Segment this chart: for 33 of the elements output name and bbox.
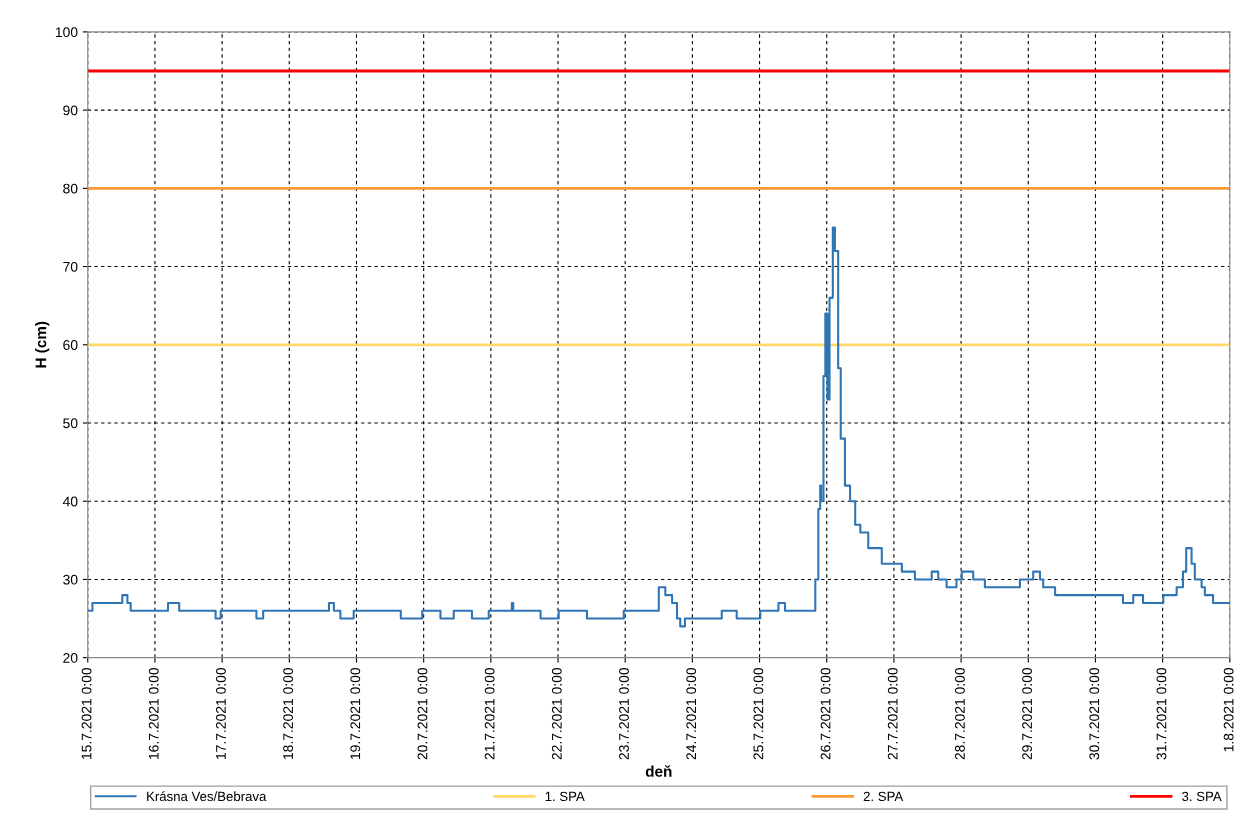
x-tick-label: 30.7.2021 0:00 — [1089, 667, 1100, 760]
y-tick-label: 70 — [63, 261, 78, 272]
legend-label: Krásna Ves/Bebrava — [147, 791, 267, 802]
x-tick-label: 16.7.2021 0:00 — [148, 667, 159, 759]
x-tick-label: 21.7.2021 0:00 — [484, 667, 495, 760]
y-tick-label: 80 — [63, 183, 78, 194]
y-tick-label: 40 — [62, 496, 78, 507]
x-tick-label: 20.7.2021 0:00 — [417, 667, 428, 760]
x-tick-label: 25.7.2021 0:00 — [753, 667, 764, 760]
x-axis-title: deň — [645, 765, 672, 777]
x-tick-label: 29.7.2021 0:00 — [1022, 667, 1033, 760]
x-tick-label: 24.7.2021 0:00 — [686, 667, 697, 760]
y-tick-label: 50 — [63, 418, 78, 429]
x-tick-label: 26.7.2021 0:00 — [820, 667, 831, 760]
x-tick-label: 22.7.2021 0:00 — [551, 667, 562, 760]
x-tick-label: 1.8.2021 0:00 — [1223, 667, 1234, 752]
y-tick-label: 60 — [63, 340, 78, 350]
x-tick-label: 28.7.2021 0:00 — [954, 667, 965, 760]
x-tick-label: 19.7.2021 0:00 — [350, 667, 361, 759]
legend-label: 1. SPA — [545, 791, 585, 802]
y-axis-title: H (cm) — [35, 321, 50, 368]
y-tick-label: 100 — [55, 27, 78, 38]
y-tick-label: 20 — [63, 653, 78, 663]
y-tick-label: 30 — [63, 574, 78, 585]
x-tick-label: 31.7.2021 0:00 — [1156, 667, 1167, 760]
x-tick-label: 27.7.2021 0:00 — [887, 667, 898, 760]
x-tick-label: 18.7.2021 0:00 — [283, 667, 294, 759]
legend-label: 2. SPA — [863, 791, 904, 802]
x-tick-label: 23.7.2021 0:00 — [619, 667, 629, 760]
legend-label: 3. SPA — [1182, 791, 1222, 802]
x-tick-label: 17.7.2021 0:00 — [216, 667, 226, 759]
x-tick-label: 15.7.2021 0:00 — [81, 667, 92, 759]
y-tick-label: 90 — [63, 105, 78, 116]
